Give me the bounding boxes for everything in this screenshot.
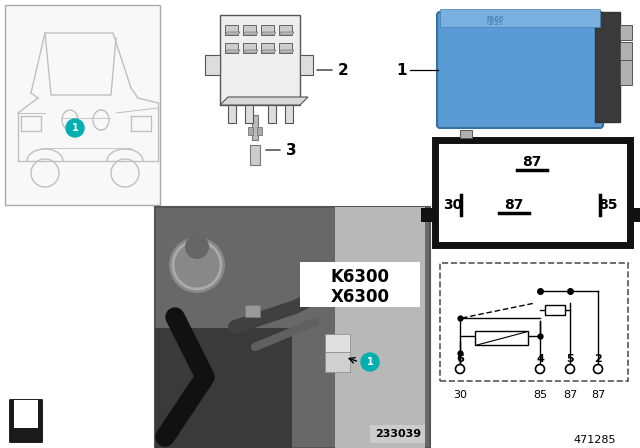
- Bar: [261, 25, 274, 35]
- Bar: [630, 208, 640, 222]
- Polygon shape: [261, 50, 276, 53]
- Circle shape: [361, 353, 379, 371]
- Bar: [257, 127, 262, 135]
- Bar: [243, 25, 256, 35]
- FancyBboxPatch shape: [437, 12, 603, 128]
- Bar: [300, 55, 313, 75]
- Text: X6300: X6300: [330, 288, 390, 306]
- Text: 4: 4: [536, 354, 544, 364]
- Circle shape: [593, 365, 602, 374]
- Text: 233039: 233039: [375, 429, 421, 439]
- Bar: [421, 208, 435, 222]
- Bar: [460, 130, 472, 138]
- Text: 5: 5: [566, 354, 574, 364]
- Text: 1: 1: [367, 357, 373, 367]
- Bar: [440, 263, 628, 381]
- Bar: [248, 127, 253, 135]
- Bar: [285, 105, 293, 123]
- Text: 30: 30: [444, 198, 463, 212]
- Text: PA66: PA66: [486, 16, 504, 22]
- Text: 30: 30: [453, 390, 467, 400]
- Bar: [205, 55, 220, 75]
- Text: 2: 2: [594, 354, 602, 364]
- Bar: [545, 305, 565, 315]
- Text: 1: 1: [397, 63, 407, 78]
- Text: 87: 87: [504, 198, 524, 212]
- Bar: [220, 15, 300, 105]
- Bar: [5, 5, 160, 205]
- Text: 1: 1: [72, 123, 78, 133]
- Text: 471285: 471285: [573, 435, 616, 445]
- Bar: [250, 145, 260, 165]
- Bar: [370, 425, 425, 443]
- Text: K6300: K6300: [330, 268, 390, 286]
- Bar: [225, 43, 238, 53]
- Bar: [225, 25, 238, 35]
- Bar: [620, 60, 632, 85]
- Bar: [14, 412, 38, 428]
- Circle shape: [169, 237, 225, 293]
- Bar: [243, 43, 256, 53]
- Text: 87: 87: [563, 390, 577, 400]
- Text: 3: 3: [286, 142, 296, 158]
- Bar: [325, 334, 350, 352]
- Text: 2: 2: [338, 63, 349, 78]
- Text: GF25: GF25: [487, 21, 503, 26]
- Text: 6: 6: [456, 354, 464, 364]
- Bar: [252, 115, 258, 140]
- Bar: [620, 25, 632, 40]
- Circle shape: [536, 365, 545, 374]
- Bar: [325, 352, 350, 372]
- Bar: [261, 43, 274, 53]
- Circle shape: [66, 119, 84, 137]
- Bar: [335, 207, 425, 448]
- Polygon shape: [279, 32, 294, 35]
- Text: 85: 85: [598, 198, 618, 212]
- Bar: [155, 207, 430, 448]
- Bar: [279, 43, 292, 53]
- Bar: [475, 331, 528, 345]
- Polygon shape: [243, 32, 258, 35]
- Text: 87: 87: [522, 155, 541, 169]
- FancyBboxPatch shape: [8, 398, 44, 444]
- Bar: [14, 400, 38, 412]
- Circle shape: [566, 365, 575, 374]
- Polygon shape: [261, 32, 276, 35]
- Polygon shape: [225, 32, 240, 35]
- Bar: [155, 328, 292, 448]
- Polygon shape: [220, 97, 308, 105]
- Bar: [245, 305, 260, 317]
- Polygon shape: [279, 50, 294, 53]
- Text: 87: 87: [591, 390, 605, 400]
- Bar: [279, 25, 292, 35]
- Bar: [300, 262, 420, 307]
- Bar: [268, 105, 276, 123]
- Polygon shape: [243, 50, 258, 53]
- Bar: [620, 42, 632, 60]
- Circle shape: [456, 365, 465, 374]
- Polygon shape: [225, 50, 240, 53]
- Bar: [435, 140, 630, 245]
- Bar: [440, 9, 600, 27]
- Bar: [245, 105, 253, 123]
- Text: 85: 85: [533, 390, 547, 400]
- Circle shape: [185, 235, 209, 259]
- Bar: [228, 105, 236, 123]
- Bar: [595, 12, 620, 122]
